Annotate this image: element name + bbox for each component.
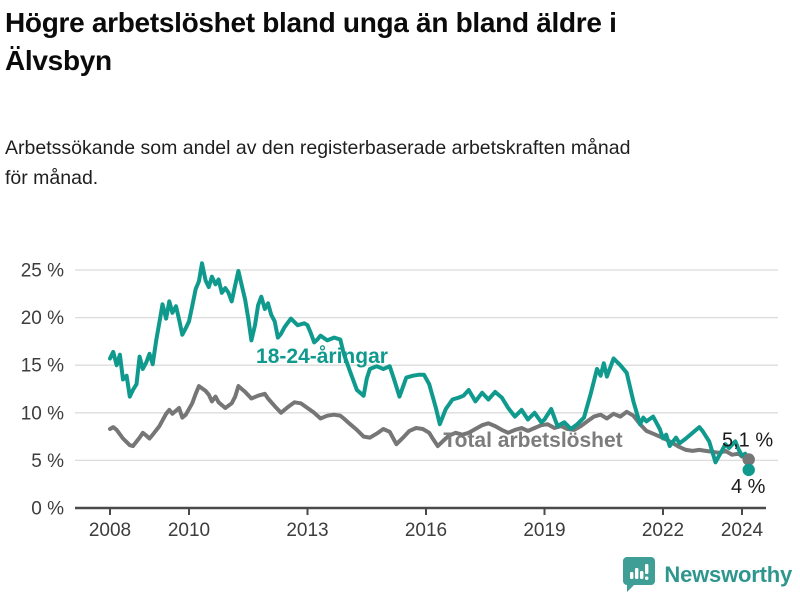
y-tick-label-20: 20 % xyxy=(21,308,64,329)
end-dot-total xyxy=(742,453,755,466)
x-tick-label-2016: 2016 xyxy=(405,520,447,541)
series-label-total: Total arbetslöshet xyxy=(443,429,622,452)
y-tick-label-15: 15 % xyxy=(21,356,64,377)
page-subtitle: Arbetssökande som andel av den registerb… xyxy=(5,137,631,190)
page-title: Högre arbetslöshet bland unga än bland ä… xyxy=(5,7,617,76)
brand-footer[interactable]: Newsworthy xyxy=(623,556,792,594)
x-tick-label-2010: 2010 xyxy=(168,520,210,541)
x-tick-label-2024: 2024 xyxy=(721,520,764,541)
x-tick-label-2019: 2019 xyxy=(523,520,565,541)
x-tick-label-2022: 2022 xyxy=(642,520,684,541)
x-tick-label-2013: 2013 xyxy=(286,520,328,541)
y-tick-label-25: 25 % xyxy=(21,261,64,282)
newsworthy-logo-icon xyxy=(623,557,656,592)
x-tick-label-2008: 2008 xyxy=(89,520,131,541)
end-value-label-total: 5,1 % xyxy=(722,429,773,451)
y-tick-label-0: 0 % xyxy=(31,499,64,520)
series-line-youth xyxy=(108,261,751,472)
series-line-total xyxy=(108,384,751,462)
series-label-youth: 18-24-åringar xyxy=(256,345,388,368)
end-dot-youth xyxy=(742,463,755,477)
y-tick-label-5: 5 % xyxy=(31,451,64,472)
y-tick-label-10: 10 % xyxy=(21,403,64,424)
speech-bubble-shape xyxy=(623,557,656,592)
end-value-label-youth: 4 % xyxy=(731,476,766,498)
mini-bar-chart-glyph xyxy=(630,564,649,580)
brand-name[interactable]: Newsworthy xyxy=(664,562,792,587)
